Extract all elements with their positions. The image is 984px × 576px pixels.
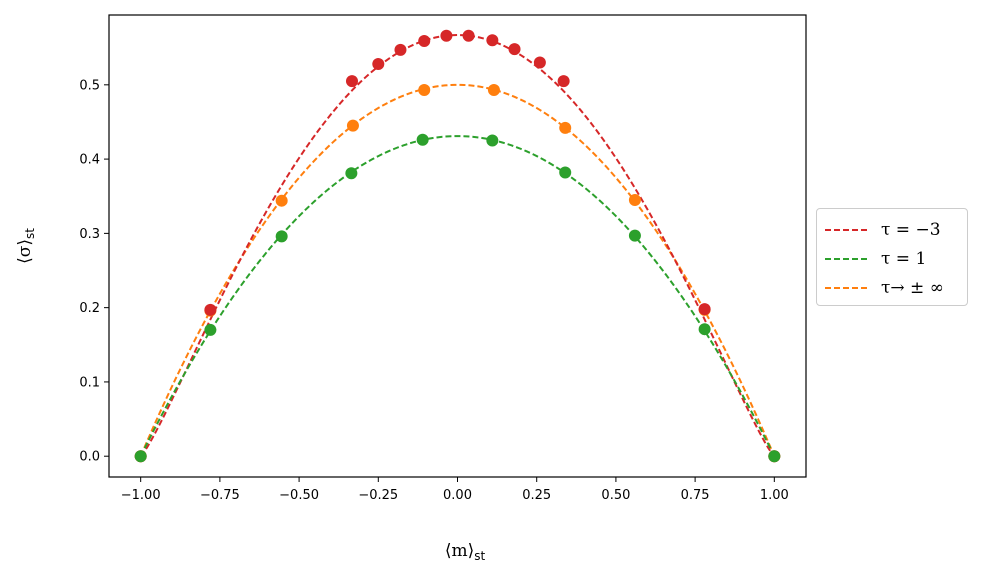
series-lines xyxy=(139,34,776,457)
data-point xyxy=(372,58,385,71)
x-tick-label: −0.50 xyxy=(279,488,319,503)
legend-entry: τ = −3 xyxy=(825,215,959,244)
data-point xyxy=(698,303,711,316)
series-markers xyxy=(134,29,781,463)
data-point xyxy=(486,34,499,47)
data-point xyxy=(462,29,475,42)
x-tick-label: 1.00 xyxy=(760,488,789,503)
legend-entry: τ = 1 xyxy=(825,244,959,273)
data-point xyxy=(559,166,572,179)
data-point xyxy=(768,450,781,463)
data-point xyxy=(557,75,570,88)
x-tick-label: −0.75 xyxy=(200,488,240,503)
data-point xyxy=(275,230,288,243)
x-axis-ticks: −1.00 −0.75 −0.50 −0.25 0.00 0.25 0.50 0.75 1.00 xyxy=(121,477,789,503)
y-tick-label: 0.0 xyxy=(79,450,100,465)
data-point xyxy=(345,75,358,88)
data-point xyxy=(508,43,521,56)
series-line xyxy=(139,135,776,457)
x-tick-label: 0.75 xyxy=(681,488,710,503)
data-point xyxy=(440,29,453,42)
data-point xyxy=(345,167,358,180)
x-tick-label: 0.00 xyxy=(443,488,472,503)
data-point xyxy=(204,323,217,336)
legend-entry: τ→ ± ∞ xyxy=(825,273,959,302)
y-tick-label: 0.3 xyxy=(79,227,100,242)
data-point xyxy=(628,193,641,206)
y-tick-label: 0.5 xyxy=(79,78,100,93)
axes-frame xyxy=(108,14,807,478)
series-line xyxy=(139,34,776,457)
legend-label: τ = −3 xyxy=(881,219,941,240)
data-point xyxy=(418,34,431,47)
legend-swatch xyxy=(825,286,869,289)
y-tick-label: 0.4 xyxy=(79,153,100,168)
data-point xyxy=(533,56,546,69)
legend-swatch xyxy=(825,257,869,260)
x-tick-label: 0.25 xyxy=(522,488,551,503)
data-point xyxy=(487,84,500,97)
data-point xyxy=(698,323,711,336)
data-point xyxy=(416,133,429,146)
data-point xyxy=(346,119,359,132)
x-tick-label: −0.25 xyxy=(358,488,398,503)
data-point xyxy=(134,450,147,463)
x-tick-label: −1.00 xyxy=(121,488,161,503)
y-tick-label: 0.2 xyxy=(79,301,100,316)
x-axis-label: ⟨m⟩st xyxy=(445,541,486,563)
legend-swatch xyxy=(825,228,869,231)
data-point xyxy=(486,134,499,147)
data-point xyxy=(275,194,288,207)
data-point xyxy=(628,229,641,242)
legend-label: τ = 1 xyxy=(881,248,927,269)
data-point xyxy=(418,84,431,97)
y-tick-label: 0.1 xyxy=(79,375,100,390)
y-axis-label: ⟨σ⟩st xyxy=(15,228,37,264)
data-point xyxy=(394,43,407,56)
x-tick-label: 0.50 xyxy=(601,488,630,503)
y-axis-ticks: 0.0 0.1 0.2 0.3 0.4 0.5 xyxy=(79,78,109,465)
data-point xyxy=(559,121,572,134)
legend: τ = −3 τ = 1 τ→ ± ∞ xyxy=(816,208,968,306)
data-point xyxy=(204,303,217,316)
legend-label: τ→ ± ∞ xyxy=(881,277,944,298)
